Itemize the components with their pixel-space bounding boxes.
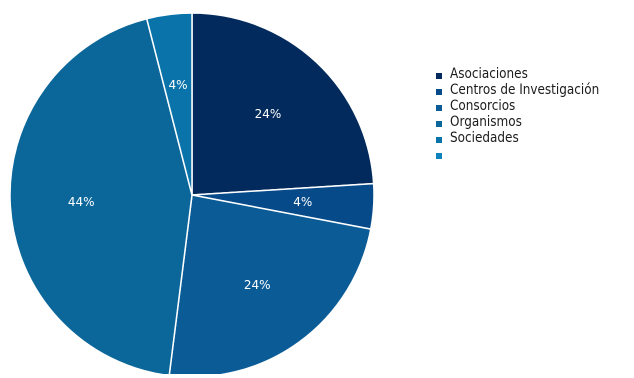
pie-slices [9, 12, 375, 378]
legend-label: Asociaciones [450, 66, 528, 82]
legend-item: Centros de Investigación [436, 82, 634, 98]
legend-swatch [436, 105, 442, 111]
legend-swatch [436, 153, 442, 159]
legend-label: Centros de Investigación [450, 82, 600, 98]
slice-label-asociaciones: 24% [255, 107, 282, 121]
legend-swatch [436, 89, 442, 95]
slice-label-organismos: 44% [68, 195, 95, 209]
pie-slice-labels: 24% 4% 24% 44% 4% [68, 78, 312, 292]
pie-slice-organismos [9, 17, 193, 377]
pie-slice-asociaciones [191, 12, 375, 196]
legend-label: Sociedades [450, 130, 519, 146]
slice-label-consorcios: 24% [244, 278, 271, 292]
legend-swatch [436, 137, 442, 143]
slice-label-centros-de-investigaci-n: 4% [293, 195, 312, 209]
chart-legend: Asociaciones Centros de Investigación Cons… [436, 66, 634, 162]
legend-label: Organismos [450, 114, 522, 130]
legend-item: Organismos [436, 114, 634, 130]
legend-label: Consorcios [450, 98, 516, 114]
legend-item: Consorcios [436, 98, 634, 114]
legend-swatch [436, 73, 442, 79]
pie-slice-sociedades [145, 12, 193, 196]
slice-label-sociedades: 4% [169, 78, 188, 92]
legend-swatch [436, 121, 442, 127]
legend-item [436, 146, 634, 162]
legend-item: Asociaciones [436, 66, 634, 82]
legend-item: Sociedades [436, 130, 634, 146]
